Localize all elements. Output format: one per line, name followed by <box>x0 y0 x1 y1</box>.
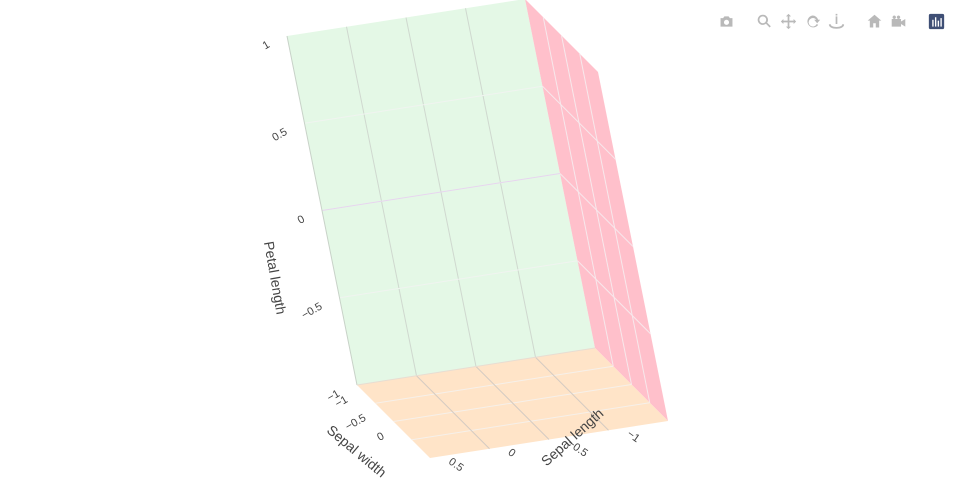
grid-line <box>577 260 651 335</box>
zoom-icon <box>757 14 771 27</box>
last-save-icon <box>891 15 905 27</box>
reset-camera-button[interactable] <box>862 10 886 32</box>
grid-line <box>542 85 616 160</box>
zero-line <box>321 173 561 211</box>
grid-line <box>416 375 490 450</box>
home-icon <box>867 14 881 27</box>
z-axis-line <box>286 35 358 386</box>
grid-line <box>535 356 609 431</box>
grid-line <box>475 366 550 440</box>
z-tick-label: 0.5 <box>270 126 289 144</box>
plotly-logo-button[interactable] <box>924 10 948 32</box>
orbit-rotation-button[interactable] <box>800 10 824 32</box>
grid-line <box>559 173 634 247</box>
grid-lines <box>286 8 651 450</box>
z-tick-label: −0.5 <box>300 300 325 321</box>
y-tick-label: −1 <box>625 428 642 445</box>
orbit-rotation-icon <box>806 15 820 27</box>
z-axis-title: Petal length <box>261 240 290 316</box>
pan-icon <box>780 13 796 29</box>
zoom-button[interactable] <box>752 10 776 32</box>
grid-line <box>339 260 578 299</box>
modebar <box>700 10 948 32</box>
camera-icon <box>720 15 732 27</box>
reset-camera-last-save-button[interactable] <box>886 10 910 32</box>
turntable-rotation-button[interactable] <box>824 10 848 32</box>
x-tick-label: −1 <box>333 394 350 411</box>
pan-button[interactable] <box>776 10 800 32</box>
z-tick-label: 0 <box>296 213 307 226</box>
camera-button[interactable] <box>714 10 738 32</box>
y-axis-line <box>356 347 596 386</box>
x-tick-label: −0.5 <box>343 412 368 433</box>
y-tick-label: 0 <box>506 447 518 460</box>
z-tick-label: 1 <box>261 39 272 52</box>
grid-line <box>304 85 543 124</box>
turntable-rotation-icon <box>828 13 844 29</box>
plotly-logo-icon <box>928 13 944 29</box>
z-tick-label: −1 <box>325 388 342 405</box>
x-tick-label: 0 <box>375 430 386 443</box>
y-tick-label: 0.5 <box>446 456 465 475</box>
